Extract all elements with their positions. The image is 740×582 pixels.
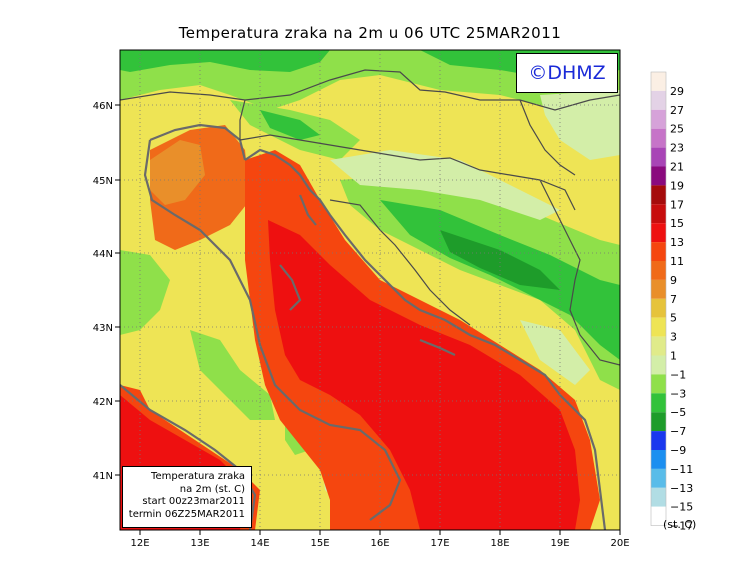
info-line-4: termin 06Z25MAR2011	[128, 508, 245, 520]
info-line-3: start 00z23mar2011	[142, 496, 245, 507]
lon-tick-label: 13E	[190, 538, 209, 549]
legend-swatch	[651, 242, 666, 261]
legend-label: 17	[670, 198, 684, 211]
legend-swatch	[651, 336, 666, 356]
legend-frame	[650, 71, 667, 526]
legend-swatch	[651, 412, 666, 432]
legend-label: 15	[670, 217, 684, 230]
legend-swatch	[651, 109, 666, 129]
legend-swatch	[651, 223, 666, 243]
temperature-field	[120, 50, 620, 530]
legend-swatch	[651, 487, 666, 507]
legend-swatch	[651, 261, 666, 280]
legend-swatch	[651, 147, 666, 167]
legend-label: −5	[670, 406, 686, 419]
legend-label: 3	[670, 331, 677, 344]
legend-swatch	[651, 128, 666, 148]
lat-tick-label: 44N	[93, 249, 113, 260]
legend-label: −9	[670, 444, 686, 457]
legend-swatch	[651, 355, 666, 375]
color-legend: 29 27 25 23 21 19 17 15 13 11 9 7 5 3 1 −1 −3 −5 −7 −9 −11 −1…	[650, 71, 696, 533]
legend-swatch	[651, 279, 666, 299]
legend-label: −7	[670, 425, 686, 438]
lon-tick-label: 14E	[250, 538, 269, 549]
legend-swatch	[651, 468, 666, 488]
legend-label: 25	[670, 123, 684, 136]
legend-swatch	[651, 90, 666, 110]
legend-label: 23	[670, 142, 684, 155]
latitude-labels: 46N 45N 44N 43N 42N 41N	[93, 101, 113, 482]
legend-swatch	[651, 374, 666, 394]
lon-tick-label: 19E	[550, 538, 569, 549]
coastlines	[120, 123, 607, 530]
legend-swatch	[651, 431, 666, 450]
lon-tick-label: 16E	[370, 538, 389, 549]
lat-tick-label: 41N	[93, 471, 113, 482]
lat-tick-label: 45N	[93, 176, 113, 187]
legend-label: −15	[670, 501, 693, 514]
legend-label: −11	[670, 463, 693, 476]
legend-label: 13	[670, 236, 684, 249]
legend-label: −13	[670, 482, 693, 495]
info-box: Temperatura zraka na 2m (st. C) start 00…	[122, 466, 252, 528]
lon-tick-label: 17E	[430, 538, 449, 549]
lon-tick-label: 20E	[610, 538, 629, 549]
lat-tick-label: 42N	[93, 397, 113, 408]
legend-label: −3	[670, 387, 686, 400]
legend-label: 5	[670, 312, 677, 325]
longitude-labels: 12E 13E 14E 15E 16E 17E 18E 19E 20E	[130, 538, 629, 549]
legend-label: 19	[670, 179, 684, 192]
info-line-1: Temperatura zraka	[151, 471, 245, 482]
legend-label: 7	[670, 293, 677, 306]
legend-label: −1	[670, 368, 686, 381]
legend-label: 29	[670, 85, 684, 98]
legend-label: 1	[670, 350, 677, 363]
legend-swatch	[651, 450, 666, 469]
graticule	[120, 50, 620, 530]
legend-swatch	[651, 317, 666, 337]
legend-swatch	[651, 204, 666, 224]
legend-label: 21	[670, 161, 684, 174]
lon-tick-label: 15E	[310, 538, 329, 549]
legend-label: −17	[670, 520, 693, 533]
dhmz-logo: ©DHMZ	[516, 53, 618, 93]
lon-tick-label: 18E	[490, 538, 509, 549]
info-line-2: na 2m (st. C)	[179, 483, 245, 495]
legend-swatch	[651, 166, 666, 186]
map-title: Temperatura zraka na 2m u 06 UTC 25MAR20…	[178, 24, 562, 42]
legend-swatch	[651, 506, 666, 526]
legend-label: 9	[670, 274, 677, 287]
legend-label: 11	[670, 255, 684, 268]
lat-tick-label: 46N	[93, 101, 113, 112]
legend-unit: (st. C)	[663, 518, 696, 531]
plot-frame	[119, 49, 621, 531]
legend-swatch	[651, 298, 666, 318]
legend-label: 27	[670, 104, 684, 117]
lat-tick-label: 43N	[93, 323, 113, 334]
legend-swatch	[651, 185, 666, 205]
legend-swatch	[651, 72, 666, 91]
lon-tick-label: 12E	[130, 538, 149, 549]
legend-swatch	[651, 393, 666, 413]
